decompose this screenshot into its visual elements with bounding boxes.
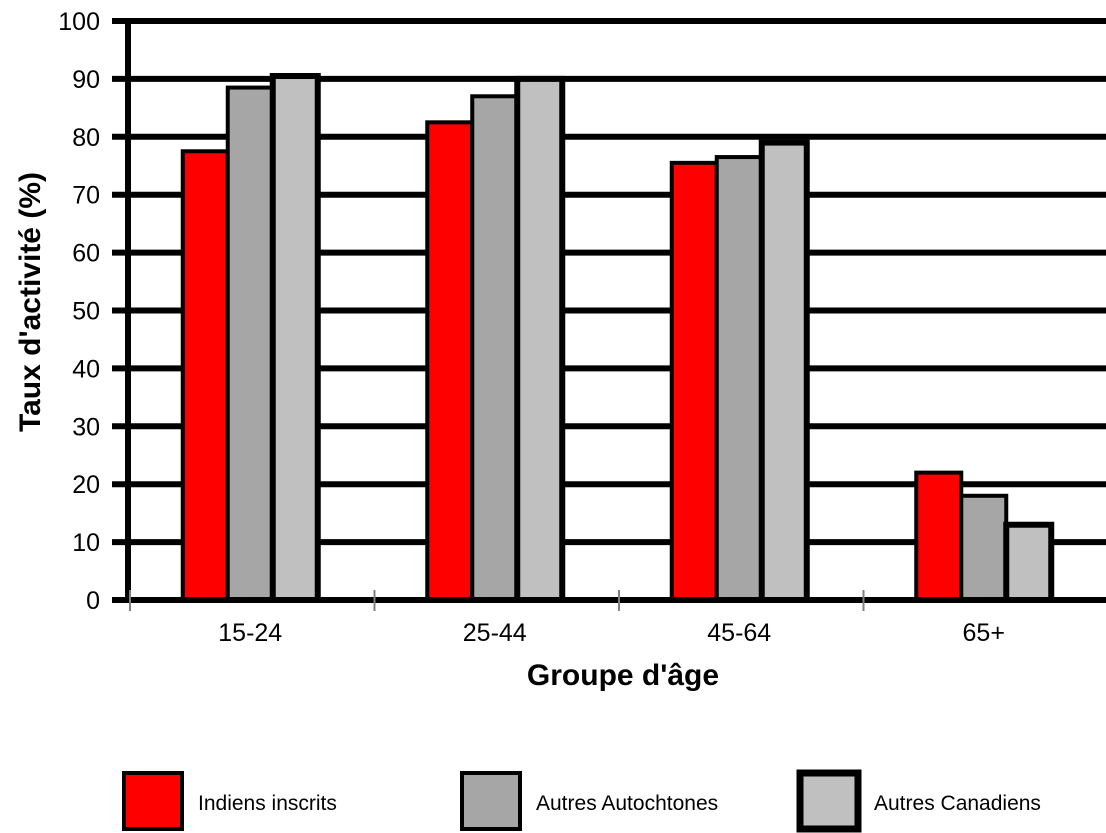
bar bbox=[669, 160, 719, 602]
y-tick-label: 100 bbox=[58, 8, 100, 36]
y-tick-label: 60 bbox=[72, 240, 100, 268]
bar bbox=[225, 85, 275, 602]
bar bbox=[269, 73, 321, 603]
y-tick-label: 90 bbox=[72, 66, 100, 94]
bar bbox=[180, 149, 230, 602]
y-tick-label: 50 bbox=[72, 298, 100, 326]
x-axis-ticks: 15-24 25-44 45-64 65+ bbox=[129, 590, 1005, 647]
legend-swatch bbox=[122, 771, 184, 831]
bar bbox=[514, 75, 566, 603]
x-axis bbox=[112, 21, 1106, 603]
x-axis-title: Groupe d'âge bbox=[527, 659, 719, 692]
legend-label: Autres Canadiens bbox=[874, 792, 1041, 815]
y-tick-label: 70 bbox=[72, 182, 100, 210]
bar bbox=[1003, 521, 1055, 603]
bar bbox=[470, 94, 520, 603]
legend: Indiens inscrits Autres Autochtones Autres… bbox=[122, 769, 1041, 833]
legend-label: Indiens inscrits bbox=[198, 792, 337, 815]
y-axis-title: Taux d'activité (%) bbox=[14, 172, 47, 432]
bar bbox=[914, 470, 964, 602]
y-tick-label: 10 bbox=[72, 529, 100, 557]
bar bbox=[714, 155, 764, 602]
bar bbox=[425, 120, 475, 602]
bars bbox=[180, 73, 1055, 603]
y-tick-label: 20 bbox=[72, 471, 100, 499]
y-tick-label: 80 bbox=[72, 124, 100, 152]
y-axis-ticks: 0 10 20 30 40 50 60 70 80 90 100 bbox=[58, 8, 100, 615]
bar bbox=[959, 493, 1009, 602]
x-tick-label: 65+ bbox=[963, 619, 1005, 647]
legend-swatch bbox=[796, 769, 862, 833]
x-tick-label: 45-64 bbox=[707, 619, 771, 647]
x-tick-label: 25-44 bbox=[463, 619, 527, 647]
y-tick-label: 0 bbox=[86, 587, 100, 615]
bar bbox=[758, 139, 810, 603]
x-tick-label: 15-24 bbox=[218, 619, 282, 647]
y-tick-label: 30 bbox=[72, 413, 100, 441]
legend-swatch bbox=[460, 771, 522, 831]
y-tick-label: 40 bbox=[72, 355, 100, 383]
legend-label: Autres Autochtones bbox=[536, 792, 718, 815]
